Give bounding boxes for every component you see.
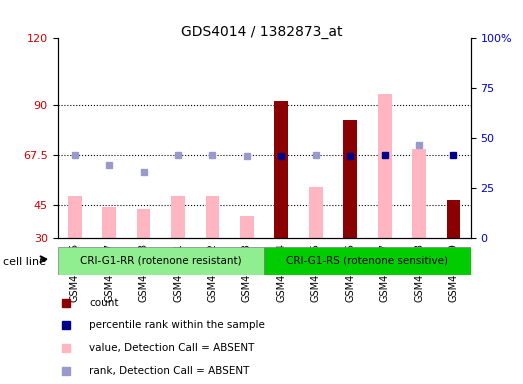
Text: count: count	[89, 298, 119, 308]
Bar	[378, 94, 392, 238]
Bar	[137, 209, 151, 238]
Text: percentile rank within the sample: percentile rank within the sample	[89, 320, 265, 331]
Bar	[103, 207, 116, 238]
Text: CRI-G1-RS (rotenone sensitive): CRI-G1-RS (rotenone sensitive)	[287, 256, 448, 266]
Bar	[206, 196, 219, 238]
Bar	[309, 187, 323, 238]
Bar	[343, 121, 357, 238]
Bar	[447, 200, 460, 238]
Bar	[275, 101, 288, 238]
Text: CRI-G1-RR (rotenone resistant): CRI-G1-RR (rotenone resistant)	[80, 256, 242, 266]
FancyBboxPatch shape	[58, 247, 264, 275]
Text: rank, Detection Call = ABSENT: rank, Detection Call = ABSENT	[89, 366, 249, 376]
FancyBboxPatch shape	[264, 247, 471, 275]
Bar	[68, 196, 82, 238]
Bar	[171, 196, 185, 238]
Text: value, Detection Call = ABSENT: value, Detection Call = ABSENT	[89, 343, 255, 353]
Bar	[412, 149, 426, 238]
Text: cell line: cell line	[3, 257, 46, 267]
Text: GDS4014 / 1382873_at: GDS4014 / 1382873_at	[181, 25, 342, 39]
Bar	[240, 216, 254, 238]
